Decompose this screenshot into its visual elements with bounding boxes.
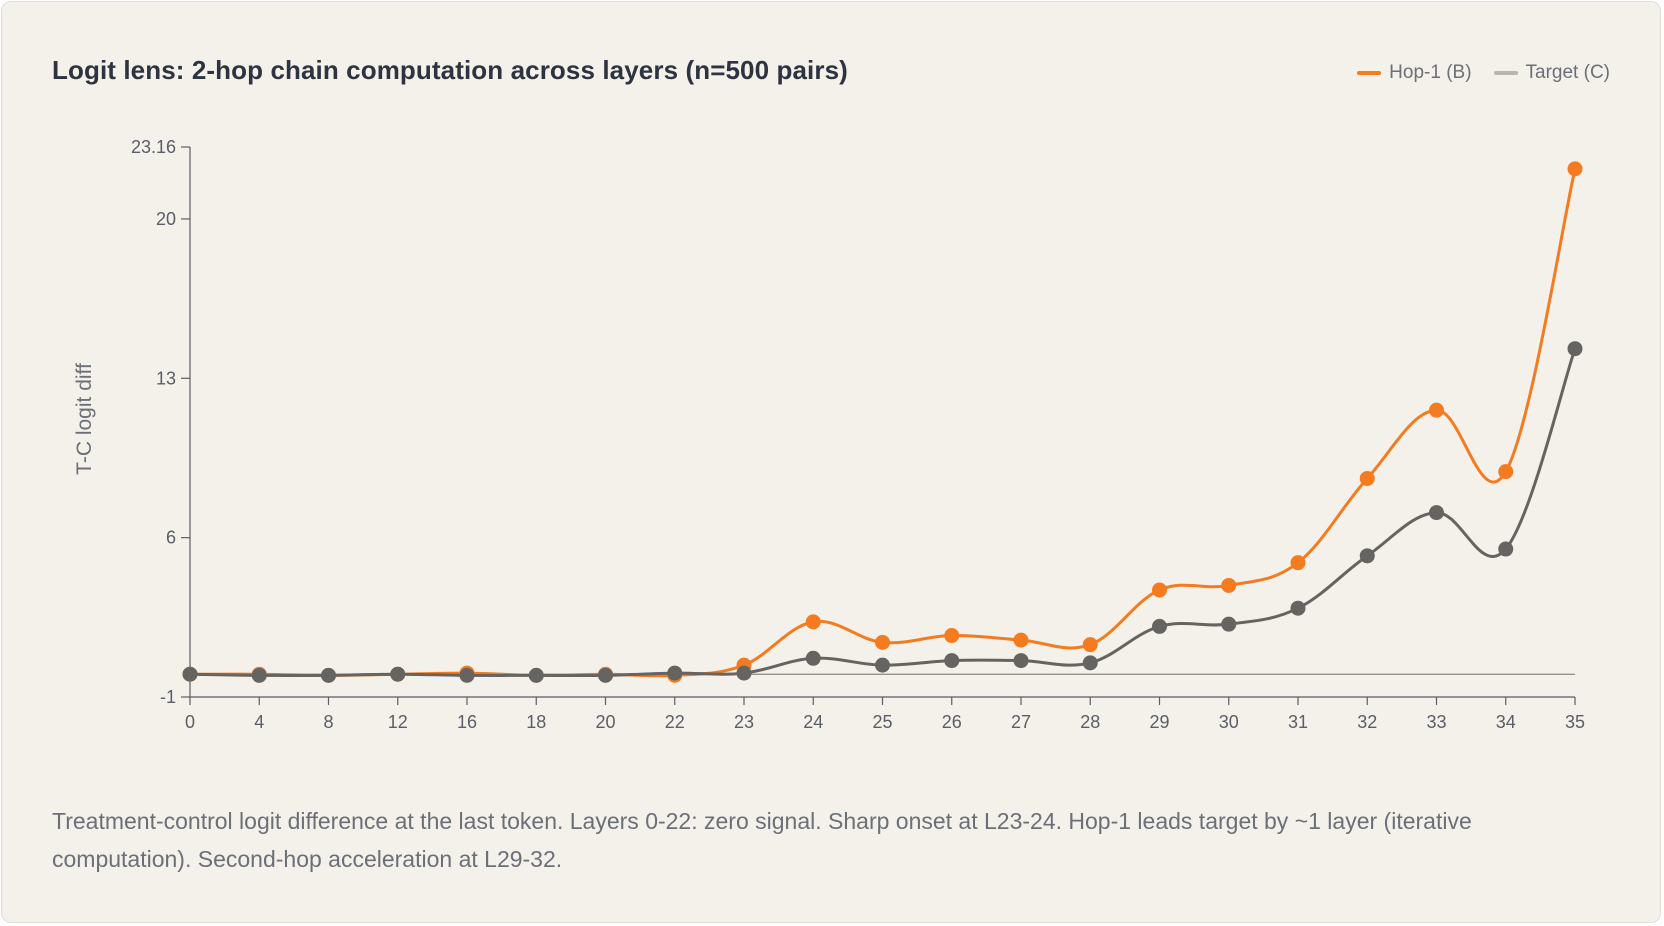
x-tick-label: 4 (254, 712, 264, 732)
x-tick-label: 26 (942, 712, 962, 732)
data-point-target (1498, 541, 1514, 557)
legend-label-target: Target (C) (1525, 62, 1610, 83)
data-point-target (1152, 618, 1167, 634)
data-point-target (1082, 655, 1098, 671)
data-point-hop1 (875, 634, 890, 650)
y-tick-label: 23.16 (131, 137, 176, 157)
x-tick-label: 29 (1149, 712, 1169, 732)
y-tick-label: 13 (156, 368, 176, 388)
data-point-target (1290, 600, 1306, 616)
x-tick-label: 30 (1219, 712, 1239, 732)
data-point-target (182, 666, 198, 682)
data-point-target (390, 666, 406, 682)
x-tick-label: 28 (1080, 712, 1100, 732)
data-point-target (528, 667, 544, 683)
chart-legend: Hop-1 (B) Target (C) (1357, 62, 1610, 84)
legend-item-hop1[interactable]: Hop-1 (B) (1357, 62, 1472, 84)
x-tick-label: 25 (872, 712, 892, 732)
data-point-hop1 (1013, 632, 1029, 648)
line-chart: -1 6 13 20 23.16 0 4 8 12 16 18 20 22 23 24 25 26 27 28 29 3… (73, 137, 1585, 732)
x-tick-label: 18 (526, 712, 546, 732)
x-tick-label: 34 (1496, 712, 1516, 732)
data-point-hop1 (1359, 470, 1375, 486)
legend-label-hop1: Hop-1 (B) (1389, 62, 1472, 83)
chart-title: Logit lens: 2-hop chain computation acro… (52, 55, 848, 85)
data-point-hop1 (1152, 582, 1167, 598)
x-tick-label: 0 (185, 712, 195, 732)
data-point-target (805, 650, 821, 666)
data-point-target (321, 667, 336, 683)
y-axis-title: T-C logit diff (73, 363, 96, 475)
series-line-target (188, 347, 1577, 678)
series-line-hop1 (188, 167, 1577, 678)
data-point-hop1 (1082, 637, 1098, 653)
data-point-hop1 (1221, 577, 1237, 593)
x-tick-label: 12 (388, 712, 408, 732)
data-point-hop1 (1290, 555, 1306, 571)
y-tick-label: -1 (160, 687, 176, 707)
x-tick-label: 32 (1357, 712, 1377, 732)
x-tick-label: 22 (665, 712, 685, 732)
data-point-hop1 (944, 628, 960, 644)
data-point-hop1 (1429, 402, 1444, 418)
data-point-hop1 (1498, 464, 1514, 480)
x-tick-label: 16 (457, 712, 477, 732)
data-point-target (1013, 653, 1029, 669)
chart-caption: Treatment-control logit difference at th… (52, 808, 1472, 872)
data-point-target (1429, 505, 1444, 521)
legend-swatch-target (1493, 71, 1518, 75)
y-tick-label: 20 (156, 209, 176, 229)
y-tick-label: 6 (166, 528, 176, 548)
x-tick-label: 24 (803, 712, 823, 732)
legend-swatch-hop1 (1357, 71, 1382, 75)
data-point-hop1 (1567, 161, 1583, 177)
data-point-target (736, 665, 752, 681)
x-tick-label: 31 (1288, 712, 1308, 732)
x-tick-label: 35 (1565, 712, 1585, 732)
data-point-target (459, 667, 475, 683)
x-tick-label: 23 (734, 712, 754, 732)
data-point-target (1567, 341, 1583, 357)
data-point-target (1359, 548, 1375, 564)
data-point-target (667, 665, 683, 681)
data-point-target (1221, 616, 1237, 632)
data-point-hop1 (805, 614, 821, 630)
data-point-target (944, 653, 960, 669)
x-tick-label: 27 (1011, 712, 1031, 732)
x-tick-label: 8 (323, 712, 333, 732)
x-tick-label: 20 (595, 712, 615, 732)
data-point-target (598, 667, 613, 683)
x-tick-label: 33 (1426, 712, 1446, 732)
legend-item-target[interactable]: Target (C) (1493, 62, 1610, 84)
data-point-target (875, 657, 890, 673)
data-point-target (251, 667, 267, 683)
